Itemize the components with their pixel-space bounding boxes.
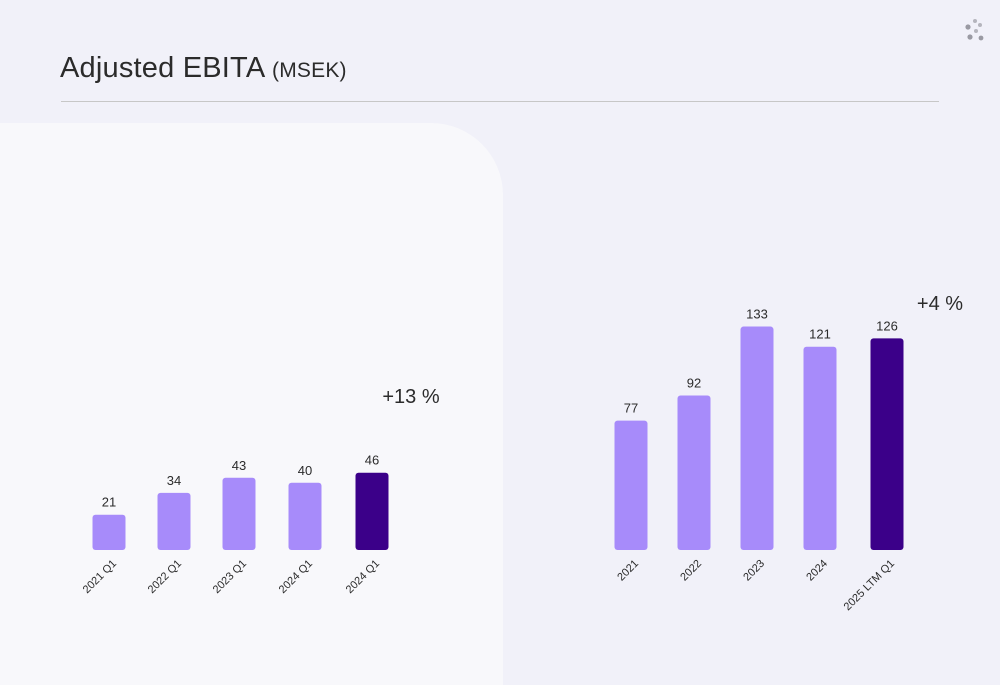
data-label: 133 [746, 307, 768, 322]
growth-label: +13 % [382, 386, 439, 408]
x-tick-label: 2024 Q1 [344, 558, 382, 596]
title-unit: (MSEK) [272, 59, 347, 82]
quarterly-chart: 21 2021 Q1 34 2022 Q1 43 2023 Q1 40 2024 Q1 46 20… [81, 386, 440, 596]
data-label: 92 [687, 375, 701, 390]
growth-label: +4 % [917, 293, 963, 315]
bar [222, 477, 256, 550]
x-tick-label: 2022 Q1 [146, 558, 184, 596]
annual-chart: 77 2021 92 2022 133 2023 121 2024 126 2025 LTM Q1… [614, 293, 963, 613]
x-tick-label: 2024 [804, 558, 830, 584]
quarterly-panel [0, 123, 503, 685]
bar [355, 472, 389, 550]
data-label: 43 [232, 458, 246, 473]
x-tick-label: 2025 LTM Q1 [842, 558, 897, 613]
bar [92, 514, 126, 550]
bar [740, 326, 774, 550]
data-label: 21 [102, 495, 116, 510]
x-tick-label: 2021 Q1 [81, 558, 119, 596]
data-label: 121 [809, 327, 831, 342]
bar [288, 482, 322, 550]
title-text: Adjusted EBITA [60, 52, 264, 84]
data-label: 40 [298, 463, 312, 478]
data-label: 77 [624, 401, 638, 416]
data-label: 126 [876, 318, 898, 333]
bar [677, 395, 711, 550]
bar [870, 338, 904, 550]
dots-logo-icon [965, 19, 984, 41]
x-tick-label: 2022 [678, 558, 704, 584]
x-tick-label: 2023 Q1 [211, 558, 249, 596]
x-tick-label: 2024 Q1 [277, 558, 315, 596]
x-tick-label: 2023 [741, 558, 767, 584]
bar [614, 420, 648, 550]
title-divider [61, 101, 939, 102]
bar [803, 346, 837, 550]
bar [157, 492, 191, 550]
x-tick-label: 2021 [615, 558, 641, 584]
data-label: 46 [365, 453, 379, 468]
data-label: 34 [167, 473, 181, 488]
page-title: Adjusted EBITA (MSEK) [60, 52, 347, 85]
